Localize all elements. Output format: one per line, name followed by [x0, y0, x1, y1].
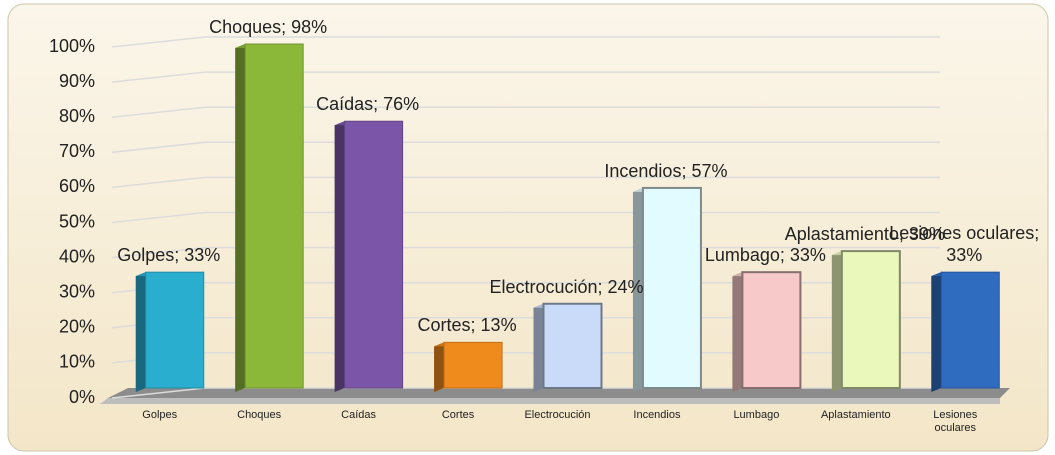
grid-line	[111, 71, 206, 83]
bar-side	[931, 272, 942, 392]
bar-side	[235, 44, 246, 393]
data-label: Lumbago; 33%	[704, 245, 826, 266]
bar-side	[533, 303, 544, 392]
y-tick-label: 80%	[59, 106, 95, 126]
bar	[741, 271, 802, 390]
y-tick-label: 70%	[59, 141, 95, 161]
grid-line	[111, 106, 206, 118]
x-tick-label: Lesiones oculares	[933, 409, 978, 434]
y-tick-label: 20%	[59, 317, 95, 337]
x-tick-label: Cortes	[441, 409, 475, 421]
y-tick-label: 60%	[59, 176, 95, 196]
data-label: Golpes; 33%	[117, 245, 221, 266]
bar-side	[434, 342, 445, 392]
x-tick-label: Choques	[237, 409, 282, 421]
y-tick-label: 30%	[59, 281, 95, 301]
x-tick-label: Golpes	[142, 409, 178, 421]
bar	[244, 43, 304, 389]
grid-line	[111, 176, 206, 189]
y-tick-label: 50%	[59, 211, 95, 231]
y-tick-label: 0%	[69, 387, 95, 407]
y-tick-label: 100%	[49, 36, 95, 56]
bar-side	[135, 272, 146, 392]
data-label: Cortes; 13%	[417, 315, 517, 336]
y-tick-label: 90%	[59, 71, 95, 91]
bar-side	[732, 272, 743, 392]
x-tick-label: Caídas	[341, 409, 377, 421]
data-label: Aplastamiento; 39%	[784, 224, 945, 245]
grid-line	[111, 141, 206, 154]
bar-side	[334, 121, 345, 393]
grid-line	[111, 211, 206, 224]
y-tick-label: 40%	[59, 246, 95, 266]
x-tick-label: Aplastamiento	[820, 409, 891, 421]
data-label: Caídas; 76%	[316, 94, 420, 115]
bar	[443, 341, 503, 389]
bar-side	[632, 187, 643, 392]
bar	[344, 120, 404, 389]
x-tick-label: Incendios	[633, 409, 681, 421]
bar	[641, 186, 702, 389]
grid-line	[111, 246, 206, 259]
bar	[940, 271, 1000, 389]
y-tick-label: 10%	[59, 352, 95, 372]
floor-edge	[100, 398, 1000, 404]
data-label: Incendios; 57%	[604, 160, 728, 181]
bar-side	[831, 251, 842, 392]
floor	[108, 388, 1010, 398]
grid-line	[111, 36, 206, 48]
data-label: Choques; 98%	[209, 17, 328, 38]
grid-line	[111, 387, 206, 399]
x-tick-label: Lumbago	[733, 409, 780, 421]
x-tick-label: Electrocución	[524, 409, 591, 421]
bar	[840, 250, 901, 389]
bar	[542, 302, 603, 390]
data-label: Lesiones oculares; 33%	[889, 223, 1040, 266]
bar	[145, 271, 205, 389]
data-label: Electrocución; 24%	[489, 276, 644, 297]
